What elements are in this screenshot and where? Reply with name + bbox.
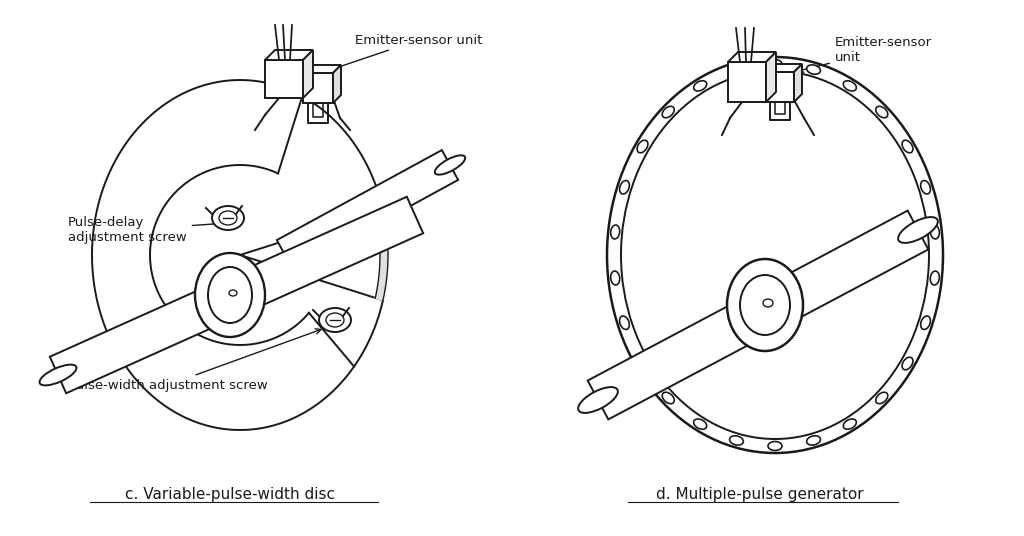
Ellipse shape [921,181,931,194]
Ellipse shape [208,267,252,323]
Bar [728,62,766,102]
Text: c. Variable-pulse-width disc: c. Variable-pulse-width disc [125,488,335,503]
Ellipse shape [876,106,888,118]
Bar [766,72,794,102]
Ellipse shape [844,81,856,91]
Ellipse shape [727,259,803,351]
Ellipse shape [579,387,617,413]
Ellipse shape [637,357,648,370]
Bar [265,60,303,98]
Text: Pulse-width adjustment screw: Pulse-width adjustment screw [68,329,321,391]
Ellipse shape [319,308,351,332]
Ellipse shape [876,392,888,404]
Ellipse shape [740,275,790,335]
Polygon shape [372,195,388,300]
Polygon shape [728,52,776,62]
Polygon shape [794,64,802,102]
Ellipse shape [212,206,244,230]
Text: Emitter-sensor
unit: Emitter-sensor unit [799,36,932,72]
Ellipse shape [807,65,820,74]
Ellipse shape [693,419,707,429]
Ellipse shape [620,181,630,194]
Ellipse shape [902,357,913,370]
Ellipse shape [637,140,648,153]
Ellipse shape [844,419,856,429]
Ellipse shape [921,316,931,330]
Text: Emitter-sensor unit: Emitter-sensor unit [319,33,482,75]
Polygon shape [766,52,776,102]
Polygon shape [265,50,313,60]
Polygon shape [303,50,313,98]
Ellipse shape [40,364,77,385]
Ellipse shape [663,106,674,118]
Polygon shape [303,65,341,73]
Polygon shape [588,211,929,420]
Text: d. Multiple-pulse generator: d. Multiple-pulse generator [656,488,864,503]
Ellipse shape [663,392,674,404]
Ellipse shape [610,271,620,285]
Ellipse shape [768,442,782,450]
Ellipse shape [898,217,938,243]
Polygon shape [50,197,423,393]
Ellipse shape [930,225,939,239]
Bar [303,73,333,103]
Ellipse shape [930,271,939,285]
Ellipse shape [435,155,465,175]
Ellipse shape [229,290,237,296]
Ellipse shape [763,299,773,307]
Ellipse shape [768,59,782,69]
Ellipse shape [195,253,265,337]
Ellipse shape [729,65,743,74]
Ellipse shape [219,211,237,225]
Polygon shape [92,80,383,430]
Text: Pulse-delay
adjustment screw: Pulse-delay adjustment screw [68,216,223,244]
Ellipse shape [607,57,943,453]
Ellipse shape [807,436,820,445]
Ellipse shape [621,71,929,439]
Ellipse shape [326,313,344,327]
Polygon shape [276,150,458,270]
Ellipse shape [902,140,913,153]
Ellipse shape [620,316,630,330]
Ellipse shape [610,225,620,239]
Ellipse shape [92,80,388,430]
Polygon shape [766,64,802,72]
Polygon shape [333,65,341,103]
Ellipse shape [729,436,743,445]
Ellipse shape [693,81,707,91]
